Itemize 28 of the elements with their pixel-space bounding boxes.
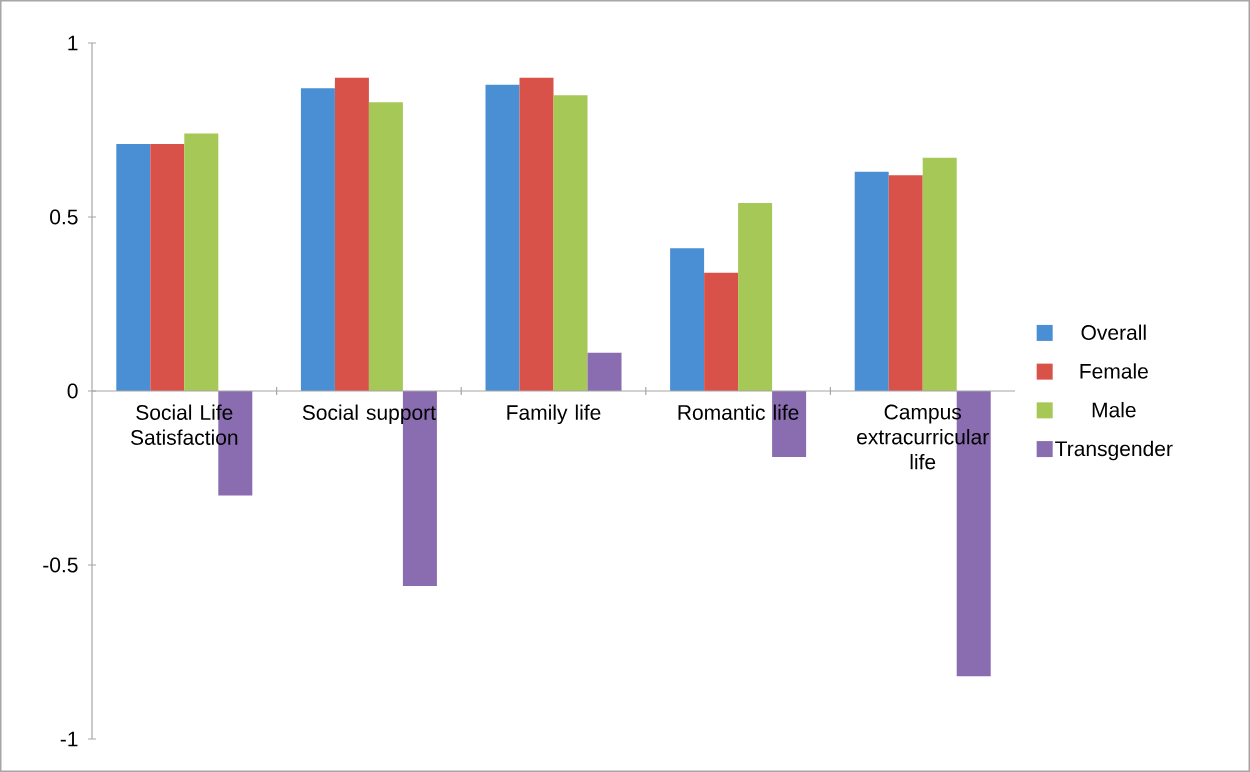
bar	[519, 77, 554, 391]
legend-label: Overall	[1081, 324, 1146, 340]
y-tick-label: -1	[60, 731, 78, 747]
y-tick-label: -0.5	[43, 557, 78, 573]
bar	[772, 391, 807, 458]
y-tick-label: 0.5	[50, 209, 78, 225]
bar	[854, 171, 889, 391]
bar	[184, 133, 219, 391]
bar	[738, 203, 773, 391]
x-tick-label: Romantic life	[678, 404, 799, 420]
bar	[553, 95, 588, 391]
legend-label: Male	[1092, 402, 1136, 418]
legend-label: Transgender	[1055, 440, 1173, 461]
bar	[587, 352, 622, 391]
bar	[670, 248, 705, 391]
legend-label: Female	[1080, 363, 1148, 379]
bar	[485, 84, 520, 391]
bar	[300, 88, 335, 391]
bar	[334, 77, 369, 391]
bar	[368, 102, 403, 391]
x-tick-label: Family life	[507, 404, 601, 425]
bar	[704, 272, 739, 391]
y-tick-label: 0	[67, 383, 78, 399]
y-tick-label: 1	[68, 35, 78, 51]
bar	[116, 143, 151, 391]
bar	[922, 157, 957, 391]
bar	[150, 143, 185, 391]
bar	[888, 175, 923, 391]
